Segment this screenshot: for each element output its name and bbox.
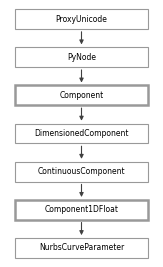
Text: DimensionedComponent: DimensionedComponent: [34, 129, 129, 138]
FancyBboxPatch shape: [15, 238, 148, 258]
Text: Component1DFloat: Component1DFloat: [44, 205, 119, 214]
FancyBboxPatch shape: [15, 47, 148, 67]
Text: ProxyUnicode: ProxyUnicode: [56, 15, 107, 23]
Text: Component: Component: [59, 91, 104, 100]
FancyBboxPatch shape: [15, 85, 148, 105]
FancyBboxPatch shape: [15, 124, 148, 143]
Text: ContinuousComponent: ContinuousComponent: [38, 167, 125, 176]
FancyBboxPatch shape: [15, 9, 148, 29]
Text: PyNode: PyNode: [67, 53, 96, 62]
Text: NurbsCurveParameter: NurbsCurveParameter: [39, 244, 124, 252]
FancyBboxPatch shape: [15, 200, 148, 220]
FancyBboxPatch shape: [15, 162, 148, 182]
